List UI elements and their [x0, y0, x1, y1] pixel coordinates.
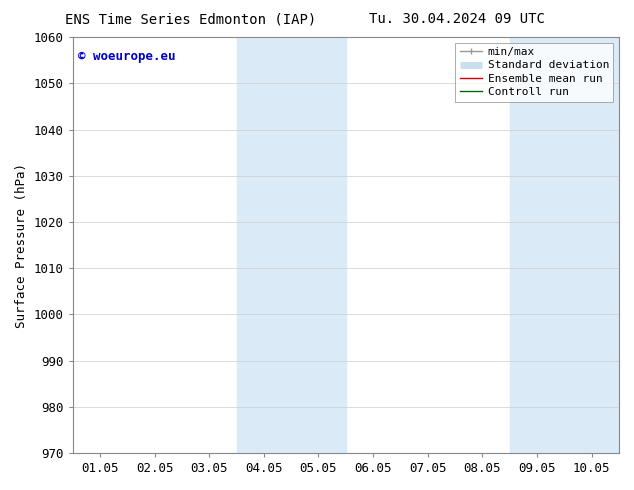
Text: Tu. 30.04.2024 09 UTC: Tu. 30.04.2024 09 UTC [368, 12, 545, 26]
Text: ENS Time Series Edmonton (IAP): ENS Time Series Edmonton (IAP) [65, 12, 316, 26]
Y-axis label: Surface Pressure (hPa): Surface Pressure (hPa) [15, 163, 28, 327]
Legend: min/max, Standard deviation, Ensemble mean run, Controll run: min/max, Standard deviation, Ensemble me… [455, 43, 614, 101]
Text: © woeurope.eu: © woeurope.eu [78, 49, 176, 63]
Bar [236, 37, 346, 453]
Bar [510, 37, 619, 453]
